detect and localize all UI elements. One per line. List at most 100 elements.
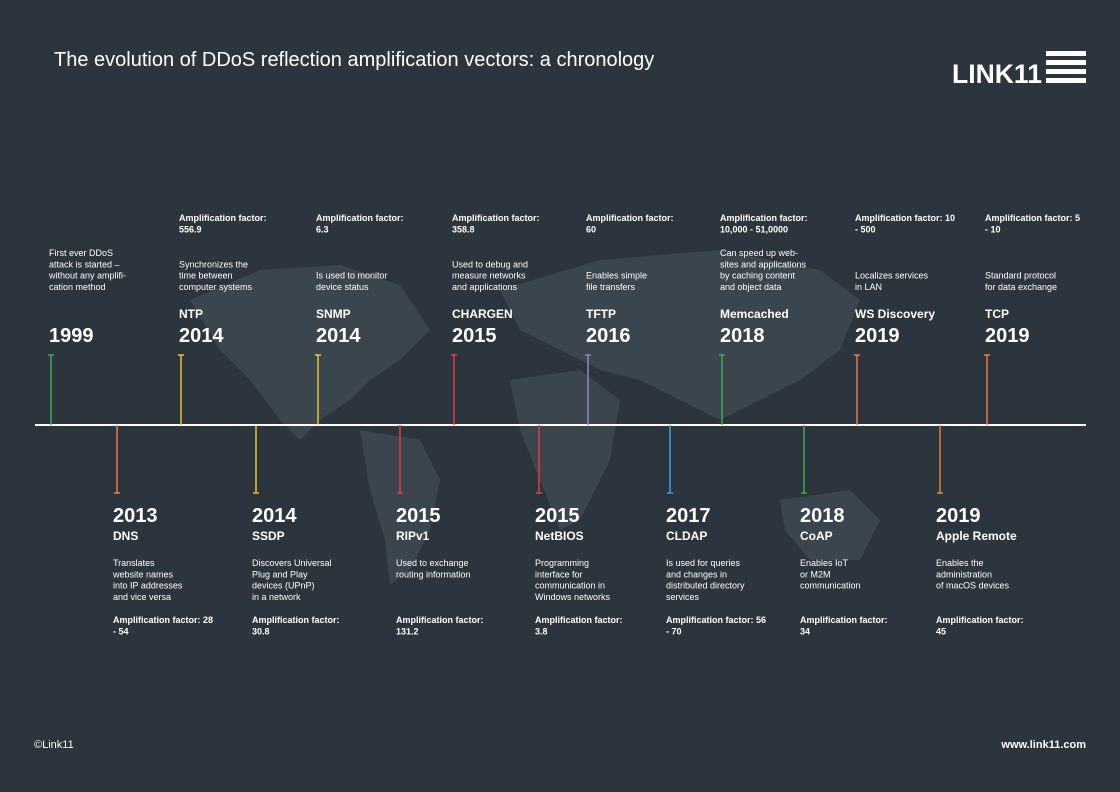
amplification: Amplification factor:	[936, 615, 1024, 625]
description: administration	[936, 569, 992, 579]
description: distributed directory	[666, 581, 745, 591]
amplification: Amplification factor: 5	[985, 213, 1080, 223]
amplification: Amplification factor:	[252, 615, 340, 625]
amplification: 34	[800, 627, 810, 637]
description: Enables IoT	[800, 558, 849, 568]
description: attack is started –	[49, 259, 120, 269]
description: device status	[316, 282, 369, 292]
description: measure networks	[452, 271, 526, 281]
description: Localizes services	[855, 271, 929, 281]
description: interface for	[535, 569, 583, 579]
description: Is used for queries	[666, 558, 741, 568]
description: Can speed up web-	[720, 248, 798, 258]
vector-name: TFTP	[586, 307, 616, 321]
amplification: Amplification factor: 28	[113, 615, 213, 625]
vector-name: CoAP	[800, 529, 833, 543]
vector-name: DNS	[113, 529, 138, 543]
amplification: Amplification factor:	[535, 615, 623, 625]
vector-name: SNMP	[316, 307, 351, 321]
description: in a network	[252, 592, 301, 602]
amplification: - 54	[113, 627, 129, 637]
year: 1999	[49, 325, 94, 347]
title: The evolution of DDoS reflection amplifi…	[54, 49, 654, 71]
description: file transfers	[586, 282, 636, 292]
year: 2017	[666, 505, 711, 527]
vector-name: SSDP	[252, 529, 285, 543]
description: computer systems	[179, 282, 253, 292]
amplification: 60	[586, 225, 596, 235]
amplification: 6.3	[316, 225, 329, 235]
description: communication in	[535, 581, 605, 591]
amplification: 131.2	[396, 627, 419, 637]
description: by caching content	[720, 271, 796, 281]
website: www.link11.com	[1000, 739, 1086, 751]
vector-name: NTP	[179, 307, 203, 321]
description: Used to debug and	[452, 259, 528, 269]
vector-name: WS Discovery	[855, 307, 935, 321]
amplification: Amplification factor: 10	[855, 213, 955, 223]
vector-name: NetBIOS	[535, 529, 584, 543]
description: Plug and Play	[252, 569, 308, 579]
amplification: Amplification factor:	[396, 615, 484, 625]
amplification: Amplification factor:	[452, 213, 540, 223]
description: in LAN	[855, 282, 882, 292]
vector-name: CLDAP	[666, 529, 707, 543]
amplification: Amplification factor: 56	[666, 615, 766, 625]
amplification: Amplification factor:	[800, 615, 888, 625]
amplification: Amplification factor:	[586, 213, 674, 223]
description: services	[666, 592, 700, 602]
amplification: 10,000 - 51,0000	[720, 225, 788, 235]
year: 2013	[113, 505, 158, 527]
description: Enables the	[936, 558, 984, 568]
year: 2018	[800, 505, 845, 527]
description: for data exchange	[985, 282, 1057, 292]
year: 2019	[985, 325, 1030, 347]
description: into IP addresses	[113, 581, 183, 591]
vector-name: Memcached	[720, 307, 789, 321]
description: and applications	[452, 282, 518, 292]
amplification: Amplification factor:	[316, 213, 404, 223]
amplification: 30.8	[252, 627, 270, 637]
year: 2015	[452, 325, 497, 347]
description: and changes in	[666, 569, 727, 579]
description: Enables simple	[586, 271, 647, 281]
copyright: ©Link11	[34, 739, 74, 751]
amplification: Amplification factor:	[720, 213, 808, 223]
year: 2019	[855, 325, 900, 347]
description: Translates	[113, 558, 155, 568]
vector-name: TCP	[985, 307, 1009, 321]
amplification: 3.8	[535, 627, 548, 637]
year: 2015	[396, 505, 441, 527]
vector-name: Apple Remote	[936, 529, 1017, 543]
description: First ever DDoS	[49, 248, 113, 258]
year: 2019	[936, 505, 981, 527]
logo: LINK11	[952, 59, 1042, 89]
description: cation method	[49, 282, 106, 292]
logo-stripes	[1046, 51, 1086, 83]
amplification: 45	[936, 627, 946, 637]
year: 2018	[720, 325, 765, 347]
description: of macOS devices	[936, 581, 1010, 591]
description: time between	[179, 271, 233, 281]
description: Discovers Universal	[252, 558, 332, 568]
amplification: 358.8	[452, 225, 475, 235]
description: Standard protocol	[985, 271, 1056, 281]
amplification: - 500	[855, 225, 876, 235]
description: Used to exchange	[396, 558, 469, 568]
description: Is used to monitor	[316, 271, 388, 281]
year: 2014	[179, 325, 224, 347]
description: routing information	[396, 569, 471, 579]
description: devices (UPnP)	[252, 581, 315, 591]
year: 2015	[535, 505, 580, 527]
description: communication	[800, 581, 861, 591]
description: without any amplifi-	[48, 271, 126, 281]
year: 2016	[586, 325, 631, 347]
amplification: - 10	[985, 225, 1001, 235]
description: Synchronizes the	[179, 259, 248, 269]
description: sites and applications	[720, 259, 807, 269]
world-map	[190, 250, 880, 585]
description: or M2M	[800, 569, 831, 579]
year: 2014	[252, 505, 297, 527]
amplification: 556.9	[179, 225, 202, 235]
